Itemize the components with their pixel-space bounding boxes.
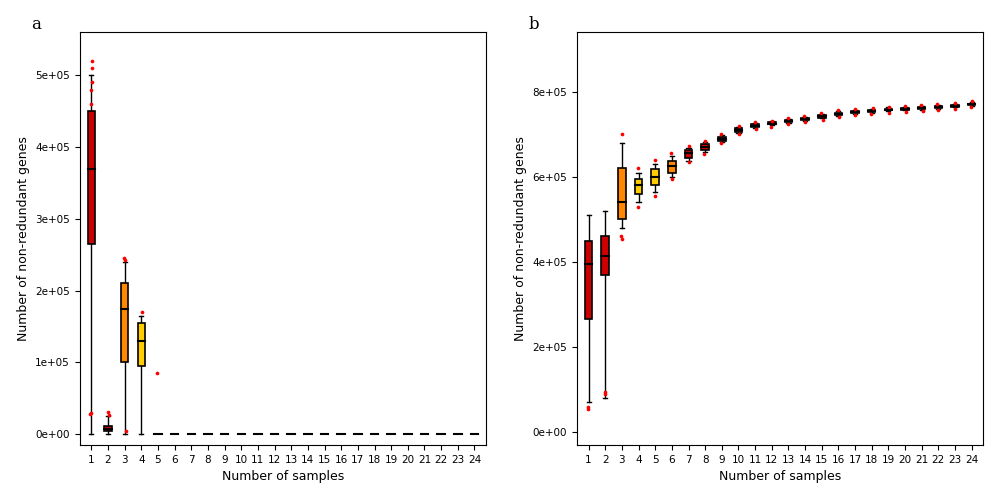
Point: [830, 106, 846, 114]
Point: [630, 202, 646, 210]
Point: [117, 256, 133, 264]
Point: [613, 232, 629, 240]
Bar: [668, 160, 676, 172]
Point: [580, 402, 596, 410]
Point: [898, 108, 914, 116]
Point: [930, 106, 946, 114]
Bar: [685, 150, 692, 158]
Point: [134, 308, 150, 316]
Point: [580, 405, 596, 413]
Point: [83, 86, 99, 94]
Point: [149, 369, 165, 377]
Bar: [718, 137, 726, 140]
Bar: [968, 104, 975, 106]
X-axis label: Number of samples: Number of samples: [222, 470, 344, 484]
Bar: [121, 284, 128, 362]
Point: [865, 104, 881, 112]
Point: [84, 78, 100, 86]
Point: [731, 122, 747, 130]
Point: [764, 116, 780, 124]
Point: [83, 408, 99, 416]
Point: [630, 164, 646, 172]
Bar: [801, 118, 809, 120]
Point: [647, 192, 663, 200]
Point: [863, 110, 879, 118]
Point: [118, 426, 134, 434]
Bar: [104, 426, 112, 432]
Point: [964, 98, 980, 106]
Point: [681, 142, 697, 150]
Point: [747, 118, 763, 126]
Bar: [868, 110, 875, 112]
Point: [101, 411, 117, 419]
Point: [847, 111, 863, 119]
Bar: [138, 323, 145, 366]
Point: [963, 104, 979, 112]
Bar: [701, 144, 709, 150]
Bar: [651, 169, 659, 186]
Text: b: b: [528, 16, 539, 32]
Bar: [918, 107, 925, 108]
Point: [796, 112, 812, 120]
Point: [897, 102, 913, 110]
Point: [780, 120, 796, 128]
Point: [713, 139, 729, 147]
Point: [947, 98, 963, 106]
Y-axis label: Number of non-redundant genes: Number of non-redundant genes: [17, 136, 30, 341]
Point: [881, 102, 897, 110]
Point: [763, 122, 779, 130]
Bar: [851, 112, 859, 113]
Point: [614, 234, 630, 242]
Bar: [835, 112, 842, 115]
Point: [929, 100, 945, 108]
Point: [84, 64, 100, 72]
Bar: [735, 128, 742, 132]
Point: [696, 150, 712, 158]
Bar: [618, 168, 626, 220]
Point: [947, 104, 963, 112]
Bar: [901, 108, 909, 110]
Point: [597, 388, 613, 396]
Point: [831, 113, 847, 121]
Point: [915, 107, 931, 115]
Text: a: a: [31, 16, 41, 32]
Point: [681, 158, 697, 166]
Bar: [935, 106, 942, 108]
Point: [663, 150, 679, 158]
Point: [664, 175, 680, 183]
Point: [847, 105, 863, 113]
Bar: [88, 111, 95, 244]
Bar: [601, 236, 609, 275]
Point: [697, 137, 713, 145]
Bar: [635, 179, 642, 194]
Point: [84, 57, 100, 65]
Point: [597, 390, 613, 398]
Bar: [751, 124, 759, 127]
Point: [913, 101, 929, 109]
Point: [82, 410, 98, 418]
Point: [647, 156, 663, 164]
Bar: [785, 120, 792, 122]
Point: [713, 130, 729, 138]
Point: [815, 116, 831, 124]
Point: [748, 125, 764, 133]
Point: [797, 118, 813, 126]
Bar: [951, 105, 959, 106]
Point: [116, 254, 132, 262]
Y-axis label: Number of non-redundant genes: Number of non-redundant genes: [514, 136, 527, 341]
Point: [731, 130, 747, 138]
Point: [83, 100, 99, 108]
Point: [614, 130, 630, 138]
Bar: [585, 240, 592, 320]
Point: [100, 408, 116, 416]
Point: [881, 108, 897, 116]
Point: [780, 114, 796, 122]
Bar: [768, 122, 776, 124]
Point: [813, 109, 829, 117]
Bar: [885, 108, 892, 110]
Bar: [818, 115, 826, 117]
X-axis label: Number of samples: Number of samples: [719, 470, 841, 484]
